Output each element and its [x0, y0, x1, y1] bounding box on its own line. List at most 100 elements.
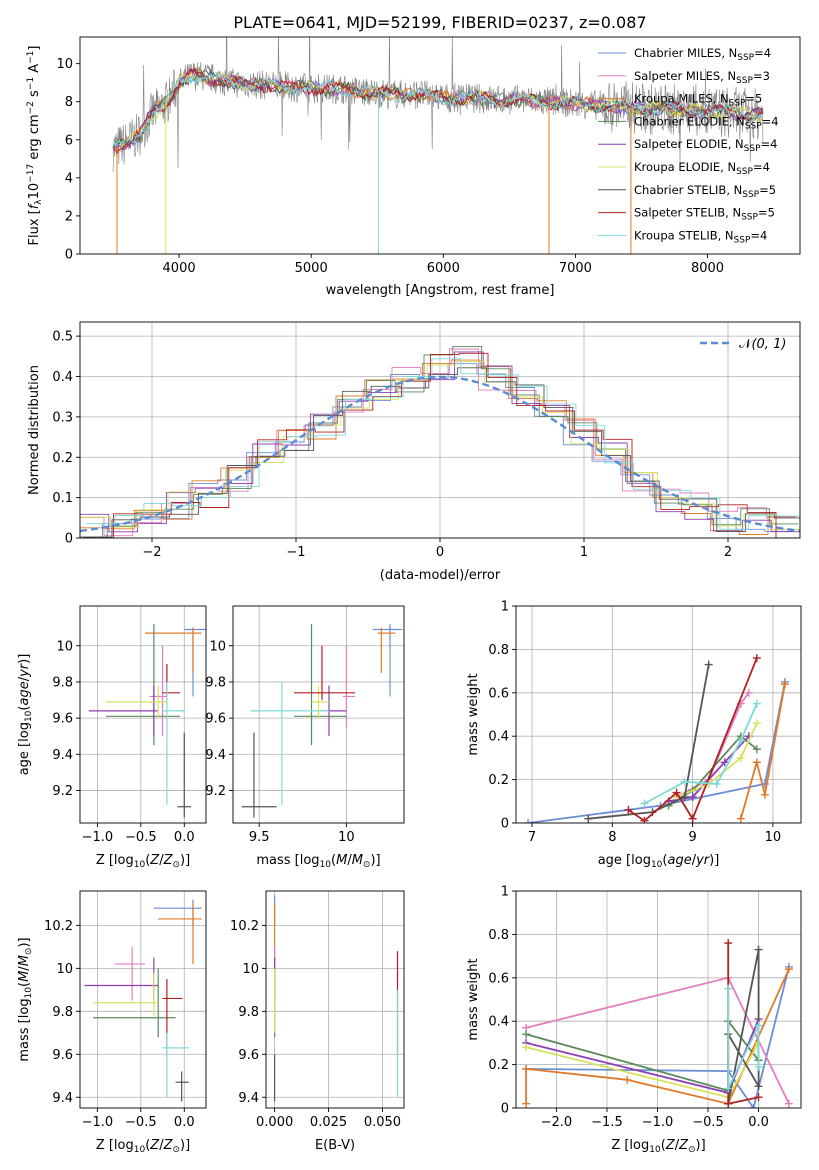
y-tick-label: 0.2: [488, 773, 509, 788]
x-tick-label: 9: [688, 830, 696, 845]
y-tick-label: 6: [65, 133, 73, 148]
normal-curve: [80, 375, 800, 533]
weight-marker: [688, 814, 697, 823]
x-tick-label: 7: [528, 830, 536, 845]
weight-marker: [752, 654, 761, 663]
weight-marker: [640, 816, 649, 823]
panel-age_vs_Z: −1.0 −0.5 0.0 9.2 9.4 9.6 9.8 10 Z [log10(Z/Z⊙)]…: [17, 605, 207, 870]
y-tick-label: 0: [65, 532, 73, 547]
y-tick-label: 9.4: [205, 748, 226, 763]
errorbar-point-9: [162, 1032, 189, 1098]
x-tick-label: 0.0: [748, 1115, 769, 1130]
y-tick-label: 1: [501, 885, 509, 900]
x-tick-label: −1.5: [591, 1115, 623, 1130]
y-tick-label: 0: [501, 817, 509, 832]
weight-marker: [623, 1075, 632, 1084]
panel-mass_vs_Z: −1.0 −0.5 0.0 9.4 9.6 9.8 10 10.2 Z [log10(Z/Z⊙)…: [17, 890, 207, 1155]
x-axis-label-residuals: (data-model)/error: [380, 568, 501, 583]
axes-frame-weight_vs_age: [515, 605, 802, 824]
x-tick-label: 0.025: [310, 1115, 347, 1130]
x-tick-label: −0.5: [125, 830, 157, 845]
y-axis-label-spectrum: Flux [fλ10−17 erg cm−2 s−1 A−1]: [26, 46, 44, 246]
figure-title: PLATE=0641, MJD=52199, FIBERID=0237, z=0…: [233, 13, 646, 32]
panel-residuals: −2 −1 0 1 2 0 0.1 0.2 0.3 0.4 0.5 (data-model)/erro…: [27, 321, 801, 583]
weight-marker: [736, 753, 745, 762]
errorbar-point-6: [311, 685, 329, 719]
x-axis-label-mass_vs_Z: Z [log10(Z/Z⊙)]: [96, 1138, 190, 1155]
y-tick-label: 9.4: [52, 748, 73, 763]
errorbar-point-7: [177, 732, 192, 818]
x-tick-label: 0: [436, 545, 444, 560]
errorbar-point-2: [377, 627, 396, 673]
x-tick-label: −2.0: [541, 1115, 573, 1130]
errorbar-point-5: [88, 685, 159, 737]
weight-marker: [754, 945, 763, 954]
weight-marker: [672, 788, 681, 797]
legend-label-9: Kroupa STELIB, NSSP=4: [634, 228, 767, 245]
axes-frame-age_vs_Z: [79, 605, 207, 824]
plot-area-weight_vs_Z: [516, 891, 801, 1108]
weight-marker: [624, 805, 633, 814]
weight-marker: [720, 758, 729, 767]
y-axis-label-age_vs_Z: age [log10(age/yr)]: [17, 654, 34, 776]
weight-marker: [784, 965, 793, 974]
y-tick-label: 9.6: [52, 1048, 73, 1063]
weight-marker: [688, 792, 697, 801]
errorbar-point-9: [250, 681, 329, 805]
weight-marker: [522, 1043, 531, 1052]
errorbar-point-6: [93, 972, 159, 1016]
weight-marker: [749, 1104, 758, 1108]
errorbar-point-7: [175, 1071, 189, 1102]
y-tick-label: 0.3: [52, 410, 73, 425]
weight-series-9: [724, 984, 763, 1093]
x-tick-label: −2: [142, 545, 161, 560]
axes-frame-spectrum: [79, 36, 801, 255]
weight-marker: [784, 1099, 793, 1108]
legend-label-7: Chabrier STELIB, NSSP=5: [634, 183, 776, 200]
legend-label-5: Salpeter ELODIE, NSSP=4: [634, 137, 777, 154]
weight-marker: [522, 1099, 531, 1108]
y-tick-label: 8: [65, 95, 73, 110]
weight-marker: [744, 688, 753, 697]
weight-marker: [584, 814, 593, 823]
x-tick-label: 0.000: [256, 1115, 293, 1130]
weight-marker: [704, 660, 713, 669]
plot-area-mass_vs_ebv: [266, 891, 404, 1108]
y-tick-label: 9.6: [205, 712, 226, 727]
weight-marker: [680, 792, 689, 801]
weight-line: [739, 683, 786, 819]
model-spectrum-9: [112, 71, 764, 148]
x-tick-label: 0.050: [364, 1115, 401, 1130]
y-tick-label: 10: [56, 57, 73, 72]
x-tick-label: 10: [765, 830, 782, 845]
weight-line: [527, 681, 786, 823]
residual-histogram-8: [84, 352, 800, 538]
x-tick-label: 2: [724, 545, 732, 560]
legend-label-8: Salpeter STELIB, NSSP=5: [634, 206, 775, 223]
x-tick-label: 6000: [427, 261, 460, 276]
y-tick-label: 10.2: [44, 919, 73, 934]
weight-marker: [712, 779, 721, 788]
residual-histogram-9: [86, 358, 800, 530]
y-tick-label: 0.4: [488, 1015, 509, 1030]
axes-frame-weight_vs_Z: [515, 890, 802, 1109]
weight-marker: [752, 745, 761, 754]
y-tick-label: 2: [65, 209, 73, 224]
y-tick-label: 0: [501, 1102, 509, 1117]
weight-marker: [724, 1099, 733, 1108]
y-tick-label: 9.8: [205, 675, 226, 690]
y-tick-label: 10: [242, 962, 259, 977]
weight-marker: [522, 1030, 531, 1039]
panel-spectrum: 4000 5000 6000 7000 8000 0 2 4 6 8 10 wavelength [A…: [26, 36, 801, 298]
weight-line: [727, 988, 760, 1089]
legend-spectrum: Chabrier MILES, NSSP=4 Salpeter MILES, NS…: [598, 46, 779, 245]
x-tick-label: −1.0: [642, 1115, 674, 1130]
x-axis-label-age_vs_Z: Z [log10(Z/Z⊙)]: [96, 853, 190, 870]
errorbar-point-7: [241, 732, 277, 818]
y-axis-label-residuals: Normed distribution: [27, 365, 42, 495]
x-axis-label-age_vs_mass: mass [log10(M/M⊙)]: [256, 853, 380, 870]
residual-histogram-2: [80, 348, 796, 537]
errorbar-point-3: [114, 946, 146, 1001]
legend-residuals: 𝒩(0, 1): [700, 337, 786, 352]
